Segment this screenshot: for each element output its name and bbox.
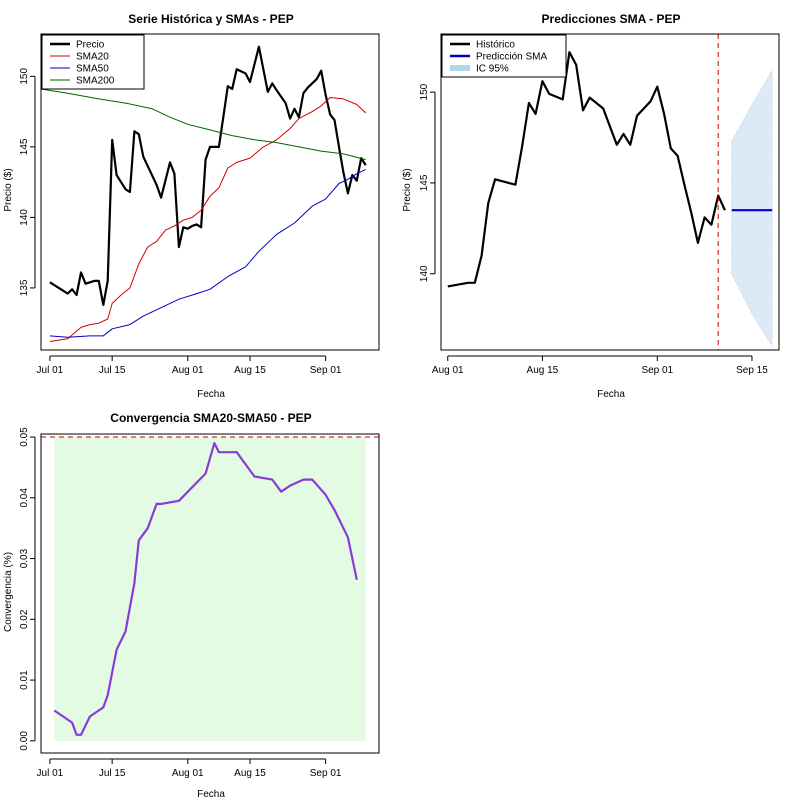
legend-entry: Precio [76,40,105,51]
y-tick-label: 145 [419,174,430,191]
series-line-sma20 [49,97,367,342]
series-line-convergencia [53,442,358,736]
x-axis-label: Fecha [197,389,225,400]
y-axis-label: Precio ($) [402,168,413,211]
series-line-sma200 [40,88,366,161]
legend-entry: SMA200 [76,76,115,87]
x-tick-label: Aug 01 [172,365,204,376]
x-tick-label: Aug 15 [234,365,266,376]
legend-entry: Histórico [476,40,515,51]
y-tick-label: 135 [19,279,30,296]
plot-frame [40,33,380,351]
plot-frame [40,433,380,754]
convergence-zone-band [54,437,366,741]
series-line-precio [49,45,367,306]
plot-frame [440,33,780,351]
legend-entry: Predicción SMA [476,52,547,63]
y-tick-label: 0.01 [19,670,30,690]
chart-title: Serie Histórica y SMAs - PEP [128,12,293,26]
y-tick-label: 0.00 [19,731,30,751]
chart-title: Predicciones SMA - PEP [542,12,681,26]
x-tick-label: Sep 01 [310,365,342,376]
chart-panel-historical: Serie Histórica y SMAs - PEP Fecha Preci… [3,12,380,400]
legend-entry: IC 95% [476,64,509,75]
x-axis-label: Fecha [597,389,625,400]
chart-panel-predictions: Predicciones SMA - PEP Fecha Precio ($) … [402,12,780,400]
x-tick-label: Aug 15 [527,365,559,376]
x-tick-label: Sep 01 [641,365,673,376]
x-tick-label: Jul 15 [99,365,126,376]
legend-entry: SMA20 [76,52,109,63]
series-line-hist-rico [447,51,726,288]
chart-title: Convergencia SMA20-SMA50 - PEP [110,411,311,425]
x-tick-label: Aug 15 [234,768,266,779]
x-tick-label: Aug 01 [172,768,204,779]
x-tick-label: Aug 01 [432,365,464,376]
y-tick-label: 150 [19,68,30,85]
y-tick-label: 0.04 [19,488,30,508]
x-tick-label: Jul 01 [37,768,64,779]
x-tick-label: Jul 15 [99,768,126,779]
y-axis-label: Precio ($) [3,168,14,211]
y-tick-label: 150 [419,83,430,100]
y-tick-label: 140 [19,209,30,226]
y-axis-label: Convergencia (%) [3,552,14,632]
chart-panel-convergence: Convergencia SMA20-SMA50 - PEP Fecha Con… [3,411,380,800]
x-axis-label: Fecha [197,789,225,800]
y-tick-label: 0.05 [19,427,30,447]
legend-entry: SMA50 [76,64,109,75]
confidence-interval-area [731,69,773,348]
series-line-sma50 [49,168,366,338]
x-tick-label: Sep 15 [736,365,768,376]
x-tick-label: Jul 01 [37,365,64,376]
x-tick-label: Sep 01 [310,768,342,779]
y-tick-label: 145 [19,138,30,155]
y-tick-label: 140 [419,265,430,282]
y-tick-label: 0.03 [19,548,30,568]
y-tick-label: 0.02 [19,609,30,629]
